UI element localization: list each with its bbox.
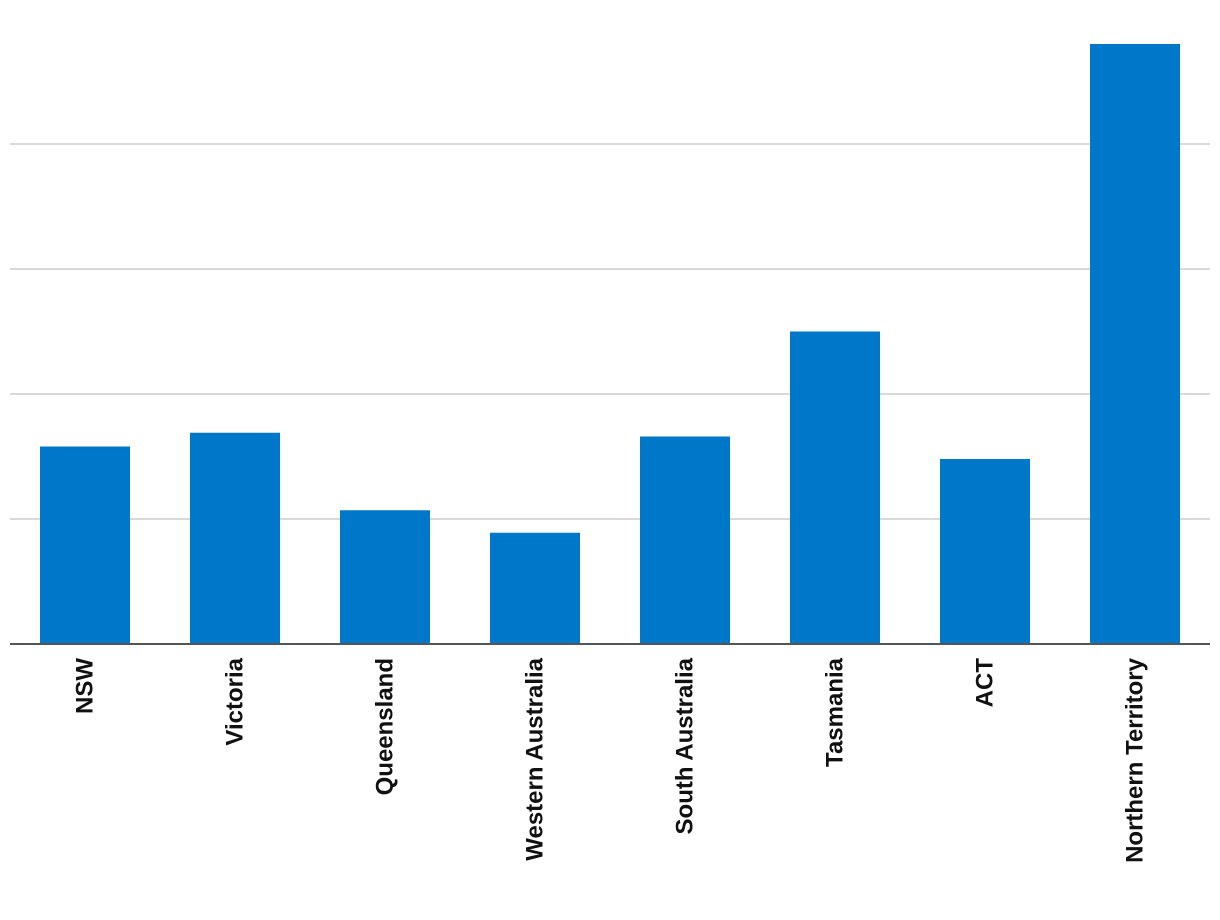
category-label-tasmania: Tasmania bbox=[822, 657, 849, 767]
bar-queensland bbox=[340, 510, 430, 644]
category-labels: NSW Victoria Queensland Western Australia So… bbox=[72, 657, 1149, 863]
category-label-northern-territory: Northern Territory bbox=[1122, 657, 1149, 863]
bar-tasmania bbox=[790, 331, 880, 644]
category-label-western-australia: Western Australia bbox=[522, 657, 549, 860]
category-label-nsw: NSW bbox=[72, 658, 99, 714]
bar-western-australia bbox=[490, 532, 580, 644]
bar-victoria bbox=[190, 432, 280, 644]
category-label-queensland: Queensland bbox=[372, 658, 399, 795]
bar-nsw bbox=[40, 446, 130, 644]
category-label-victoria: Victoria bbox=[222, 657, 249, 745]
bars bbox=[40, 44, 1180, 644]
category-label-act: ACT bbox=[972, 658, 999, 708]
category-label-south-australia: South Australia bbox=[672, 657, 699, 834]
bar-act bbox=[940, 459, 1030, 644]
bar-south-australia bbox=[640, 436, 730, 644]
bar-northern-territory bbox=[1090, 44, 1180, 644]
